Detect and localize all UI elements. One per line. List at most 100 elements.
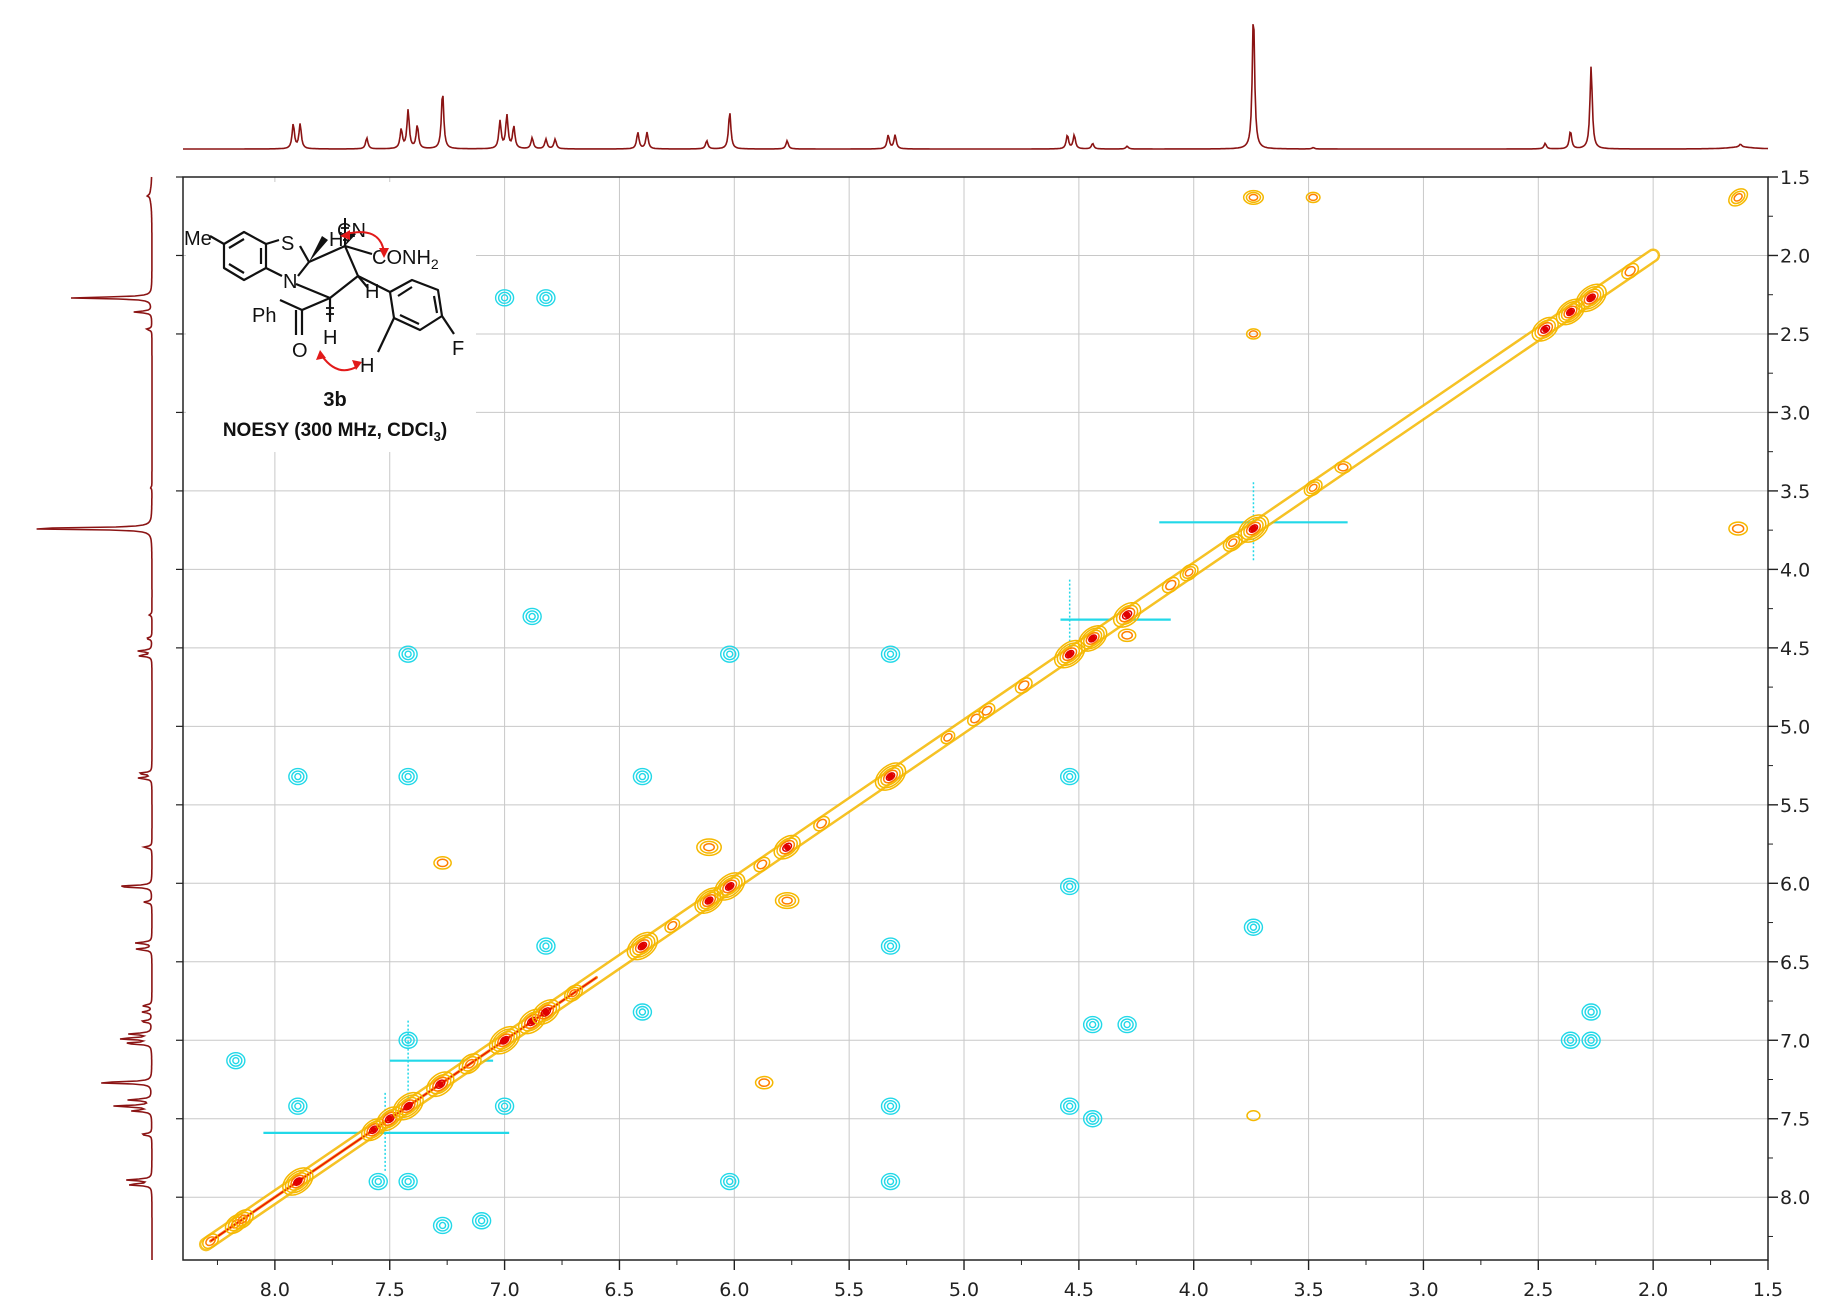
contour-ring	[436, 858, 449, 868]
diagonal-peak	[1303, 478, 1323, 497]
label-oxygen: O	[292, 340, 308, 362]
contour-ring	[1123, 1020, 1131, 1029]
contour-ring	[398, 1031, 418, 1049]
contour-ring	[366, 1122, 382, 1137]
contour-ring	[1728, 188, 1749, 207]
contour-ring	[1563, 305, 1578, 319]
negative-crosspeak	[1117, 1015, 1137, 1034]
x-tick-label: 3.0	[1408, 1279, 1438, 1301]
contour-ring	[874, 762, 907, 791]
contour-ring	[756, 859, 768, 870]
contour-ring	[232, 1056, 240, 1065]
diagonal-peak	[713, 872, 746, 901]
contour-ring	[397, 1096, 419, 1116]
contour-ring	[1085, 1112, 1100, 1125]
contour-ring	[758, 1078, 771, 1088]
contour-ring	[694, 887, 724, 914]
contour-ring	[1056, 642, 1083, 667]
contour-ring	[1062, 1099, 1077, 1113]
negative-crosspeak	[880, 1172, 901, 1191]
x-tick-label: 4.0	[1179, 1279, 1209, 1301]
contour-ring	[294, 772, 302, 781]
contour-ring	[1088, 1115, 1097, 1123]
diagonal-peak	[458, 1053, 482, 1075]
contour-ring	[494, 1030, 515, 1050]
contour-ring	[1062, 770, 1077, 783]
contour-ring	[1184, 568, 1194, 577]
contour-ring	[1587, 1008, 1595, 1016]
contour-ring	[1245, 521, 1262, 536]
diagonal-peak	[1555, 298, 1586, 326]
contour-ring	[205, 1236, 216, 1247]
contour-ring	[1246, 1110, 1261, 1122]
contour-ring	[1243, 918, 1264, 936]
negative-crosspeak	[720, 1172, 740, 1191]
diagonal-peak	[392, 1091, 424, 1121]
y-tick-label: 1.5	[1780, 167, 1810, 189]
contour-ring	[1575, 283, 1607, 313]
diagonal-peak	[1179, 563, 1199, 582]
contour-ring	[882, 769, 899, 784]
diagonal-peak	[773, 834, 801, 860]
contour-ring	[664, 918, 681, 934]
contour-ring	[491, 1028, 518, 1053]
contour-ring	[978, 702, 996, 719]
contour-ring	[1337, 463, 1349, 472]
structure-bonds	[209, 230, 455, 353]
contour-ring	[395, 1094, 422, 1119]
contour-ring	[981, 705, 993, 716]
contour-ring	[726, 650, 734, 658]
contour-ring	[940, 730, 956, 745]
contour-ring	[667, 920, 678, 931]
contour-ring	[1566, 1036, 1575, 1044]
diagonal-peak	[231, 1208, 254, 1230]
contour-ring	[1563, 1034, 1578, 1047]
diagonal-peak	[978, 702, 996, 719]
contour-ring	[534, 1001, 558, 1023]
contour-ring	[497, 1033, 513, 1048]
diagonal-peak	[282, 1167, 314, 1196]
contour-ring	[429, 1073, 452, 1095]
contour-ring	[404, 1177, 412, 1186]
y-tick-label: 2.5	[1780, 324, 1810, 346]
contour-ring	[719, 877, 741, 896]
diagonal-peak	[531, 999, 561, 1025]
plot-frame	[182, 176, 1769, 1261]
contour-ring	[703, 842, 716, 852]
contour-ring	[1334, 460, 1352, 474]
contour-ring	[438, 1221, 447, 1230]
contour-core	[705, 897, 713, 904]
contour-ring	[1584, 1034, 1598, 1047]
contour-ring	[1303, 478, 1323, 497]
contour-ring	[1065, 1102, 1074, 1110]
negative-crosspeak	[880, 1097, 901, 1115]
negative-crosspeak	[1059, 767, 1080, 786]
y-tick-label: 5.5	[1780, 795, 1810, 817]
negative-crosspeak	[368, 1172, 388, 1191]
contour-ring	[497, 1099, 512, 1113]
y-tick-label: 7.5	[1780, 1109, 1810, 1131]
x-ticks: 8.0 7.5 7.0 6.5 6.0 5.5 5.0 4.5 4.0 3.5 3.0 2.5 2.0 1…	[216, 1260, 1783, 1301]
diagonal-peak	[1014, 677, 1033, 694]
x-tick-label: 2.0	[1638, 1279, 1668, 1301]
diagonal-peak	[1161, 576, 1180, 594]
contour-ring	[568, 988, 579, 998]
contour-ring	[1245, 191, 1262, 204]
contour-ring	[528, 612, 536, 621]
contour-ring	[404, 772, 412, 781]
label-sulfur: S	[281, 233, 294, 255]
x-tick-label: 6.0	[719, 1279, 749, 1301]
contour-ring	[1242, 189, 1264, 205]
contour-ring	[943, 732, 953, 742]
contour-core	[726, 882, 734, 890]
contour-ring	[716, 874, 743, 899]
contour-ring	[1222, 533, 1243, 552]
contour-ring	[1243, 519, 1264, 538]
contour-ring	[488, 1025, 521, 1055]
contour-core	[542, 1008, 550, 1016]
contour-ring	[1581, 1031, 1601, 1049]
contour-peaks	[202, 188, 1749, 1250]
contour-core	[1089, 635, 1096, 642]
contour-ring	[435, 1079, 446, 1090]
contour-ring	[886, 942, 895, 950]
